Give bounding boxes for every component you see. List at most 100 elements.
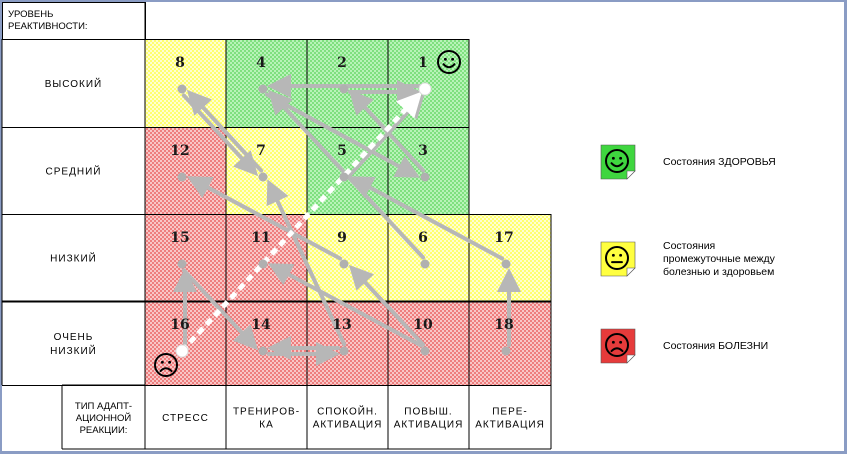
- state-dot-8: [177, 84, 187, 94]
- state-number-10: 10: [413, 317, 433, 333]
- state-number-5: 5: [337, 143, 347, 159]
- state-number-4: 4: [256, 55, 266, 71]
- state-dot-1: [418, 82, 432, 96]
- face-eye: [443, 57, 447, 61]
- face-eye: [611, 156, 615, 160]
- x-axis-title: АЦИОННОЙ: [76, 412, 132, 424]
- state-number-17: 17: [494, 230, 513, 246]
- state-dot-14: [258, 346, 268, 356]
- legend-item-happy: Состояния ЗДОРОВЬЯ: [600, 144, 776, 180]
- state-dot-2: [339, 84, 349, 94]
- state-number-9: 9: [337, 230, 347, 246]
- legend-item-sad: Состояния БОЛЕЗНИ: [600, 328, 768, 364]
- state-number-6: 6: [418, 230, 428, 246]
- sad-face-icon: [154, 353, 178, 377]
- state-smileys: [154, 50, 461, 377]
- state-dot-6: [420, 259, 430, 269]
- face-eye: [451, 57, 455, 61]
- state-dot-15: [177, 259, 187, 269]
- cell-green: [388, 39, 469, 127]
- state-dots: [175, 82, 511, 358]
- level-label: НИЗКИЙ: [50, 344, 97, 357]
- state-dot-7: [258, 172, 268, 182]
- state-dot-11: [258, 259, 268, 269]
- reaction-label: СТРЕСС: [162, 413, 209, 424]
- neutral-face-icon: [605, 246, 629, 270]
- cell-green: [307, 39, 388, 127]
- state-dot-18: [501, 346, 511, 356]
- reaction-label: ПЕРЕ-: [492, 407, 528, 418]
- state-number-3: 3: [418, 143, 428, 159]
- state-number-2: 2: [337, 55, 347, 71]
- legend-swatch-fold: [626, 170, 636, 180]
- face-mouth: [159, 367, 173, 373]
- face-eye: [619, 253, 623, 257]
- level-label: СРЕДНИЙ: [46, 165, 102, 178]
- level-label: НИЗКИЙ: [50, 252, 97, 265]
- state-dot-16: [175, 344, 189, 358]
- face-outline: [154, 353, 178, 377]
- face-eye: [160, 360, 164, 364]
- state-dot-4: [258, 84, 268, 94]
- state-dot-12: [177, 172, 187, 182]
- reaction-label: СПОКОЙН.: [317, 405, 378, 418]
- state-number-13: 13: [332, 317, 351, 333]
- face-outline: [605, 333, 629, 357]
- transition-10-to-11: [267, 263, 424, 348]
- cell-red: [226, 301, 307, 385]
- level-label: ВЫСОКИЙ: [45, 77, 103, 90]
- state-dot-9: [339, 259, 349, 269]
- face-mouth: [610, 162, 624, 168]
- state-number-8: 8: [175, 55, 185, 71]
- state-dot-5: [339, 172, 349, 182]
- face-eye: [619, 340, 623, 344]
- transition-7-to-8: [186, 89, 264, 173]
- transition-9-to-12: [186, 176, 343, 261]
- reaction-label: ТРЕНИРОВ-: [233, 407, 300, 418]
- recovery-path-line: [180, 91, 423, 353]
- level-label: ОЧЕНЬ: [54, 332, 94, 343]
- cell-green: [388, 127, 469, 214]
- state-dot-10: [420, 346, 430, 356]
- happy-face-icon: [437, 50, 461, 74]
- legend: Состояния ЗДОРОВЬЯ Состоянияпромежуточные…: [600, 144, 776, 364]
- recovery-path: [180, 91, 423, 353]
- cell-red: [145, 127, 226, 214]
- state-number-1: 1: [418, 55, 428, 71]
- reaction-label: КА: [259, 420, 274, 431]
- state-number-16: 16: [170, 317, 189, 333]
- state-number-15: 15: [170, 230, 189, 246]
- corner-box: [2, 2, 146, 40]
- face-outline: [605, 149, 629, 173]
- grid-lines: [1, 2, 552, 450]
- x-axis-title: ТИП АДАПТ-: [75, 401, 132, 412]
- legend-label: Состояния: [663, 240, 715, 252]
- face-eye: [611, 253, 615, 257]
- legend-swatch-fold: [626, 354, 636, 364]
- transition-13-to-7: [266, 179, 347, 347]
- transition-arrows: [173, 74, 521, 366]
- face-eye: [611, 340, 615, 344]
- state-dot-17: [501, 259, 511, 269]
- transition-10-to-9: [348, 264, 426, 347]
- legend-swatch-fold: [626, 267, 636, 277]
- legend-label: Состояния ЗДОРОВЬЯ: [663, 156, 776, 168]
- face-outline: [605, 246, 629, 270]
- face-eye: [168, 360, 172, 364]
- legend-label: болезнью и здоровьем: [663, 266, 774, 278]
- transition-17-to-5: [348, 176, 505, 261]
- cell-green: [226, 39, 307, 127]
- reaction-label: АКТИВАЦИЯ: [313, 420, 383, 431]
- state-dot-3: [420, 172, 430, 182]
- y-axis-title: УРОВЕНЬ: [8, 9, 53, 20]
- state-number-12: 12: [170, 143, 189, 159]
- state-number-11: 11: [251, 230, 270, 246]
- legend-label: промежуточные между: [663, 253, 776, 265]
- cell-yellow: [307, 214, 388, 301]
- y-axis-title: РЕАКТИВНОСТИ:: [8, 21, 88, 32]
- state-number-7: 7: [256, 143, 266, 159]
